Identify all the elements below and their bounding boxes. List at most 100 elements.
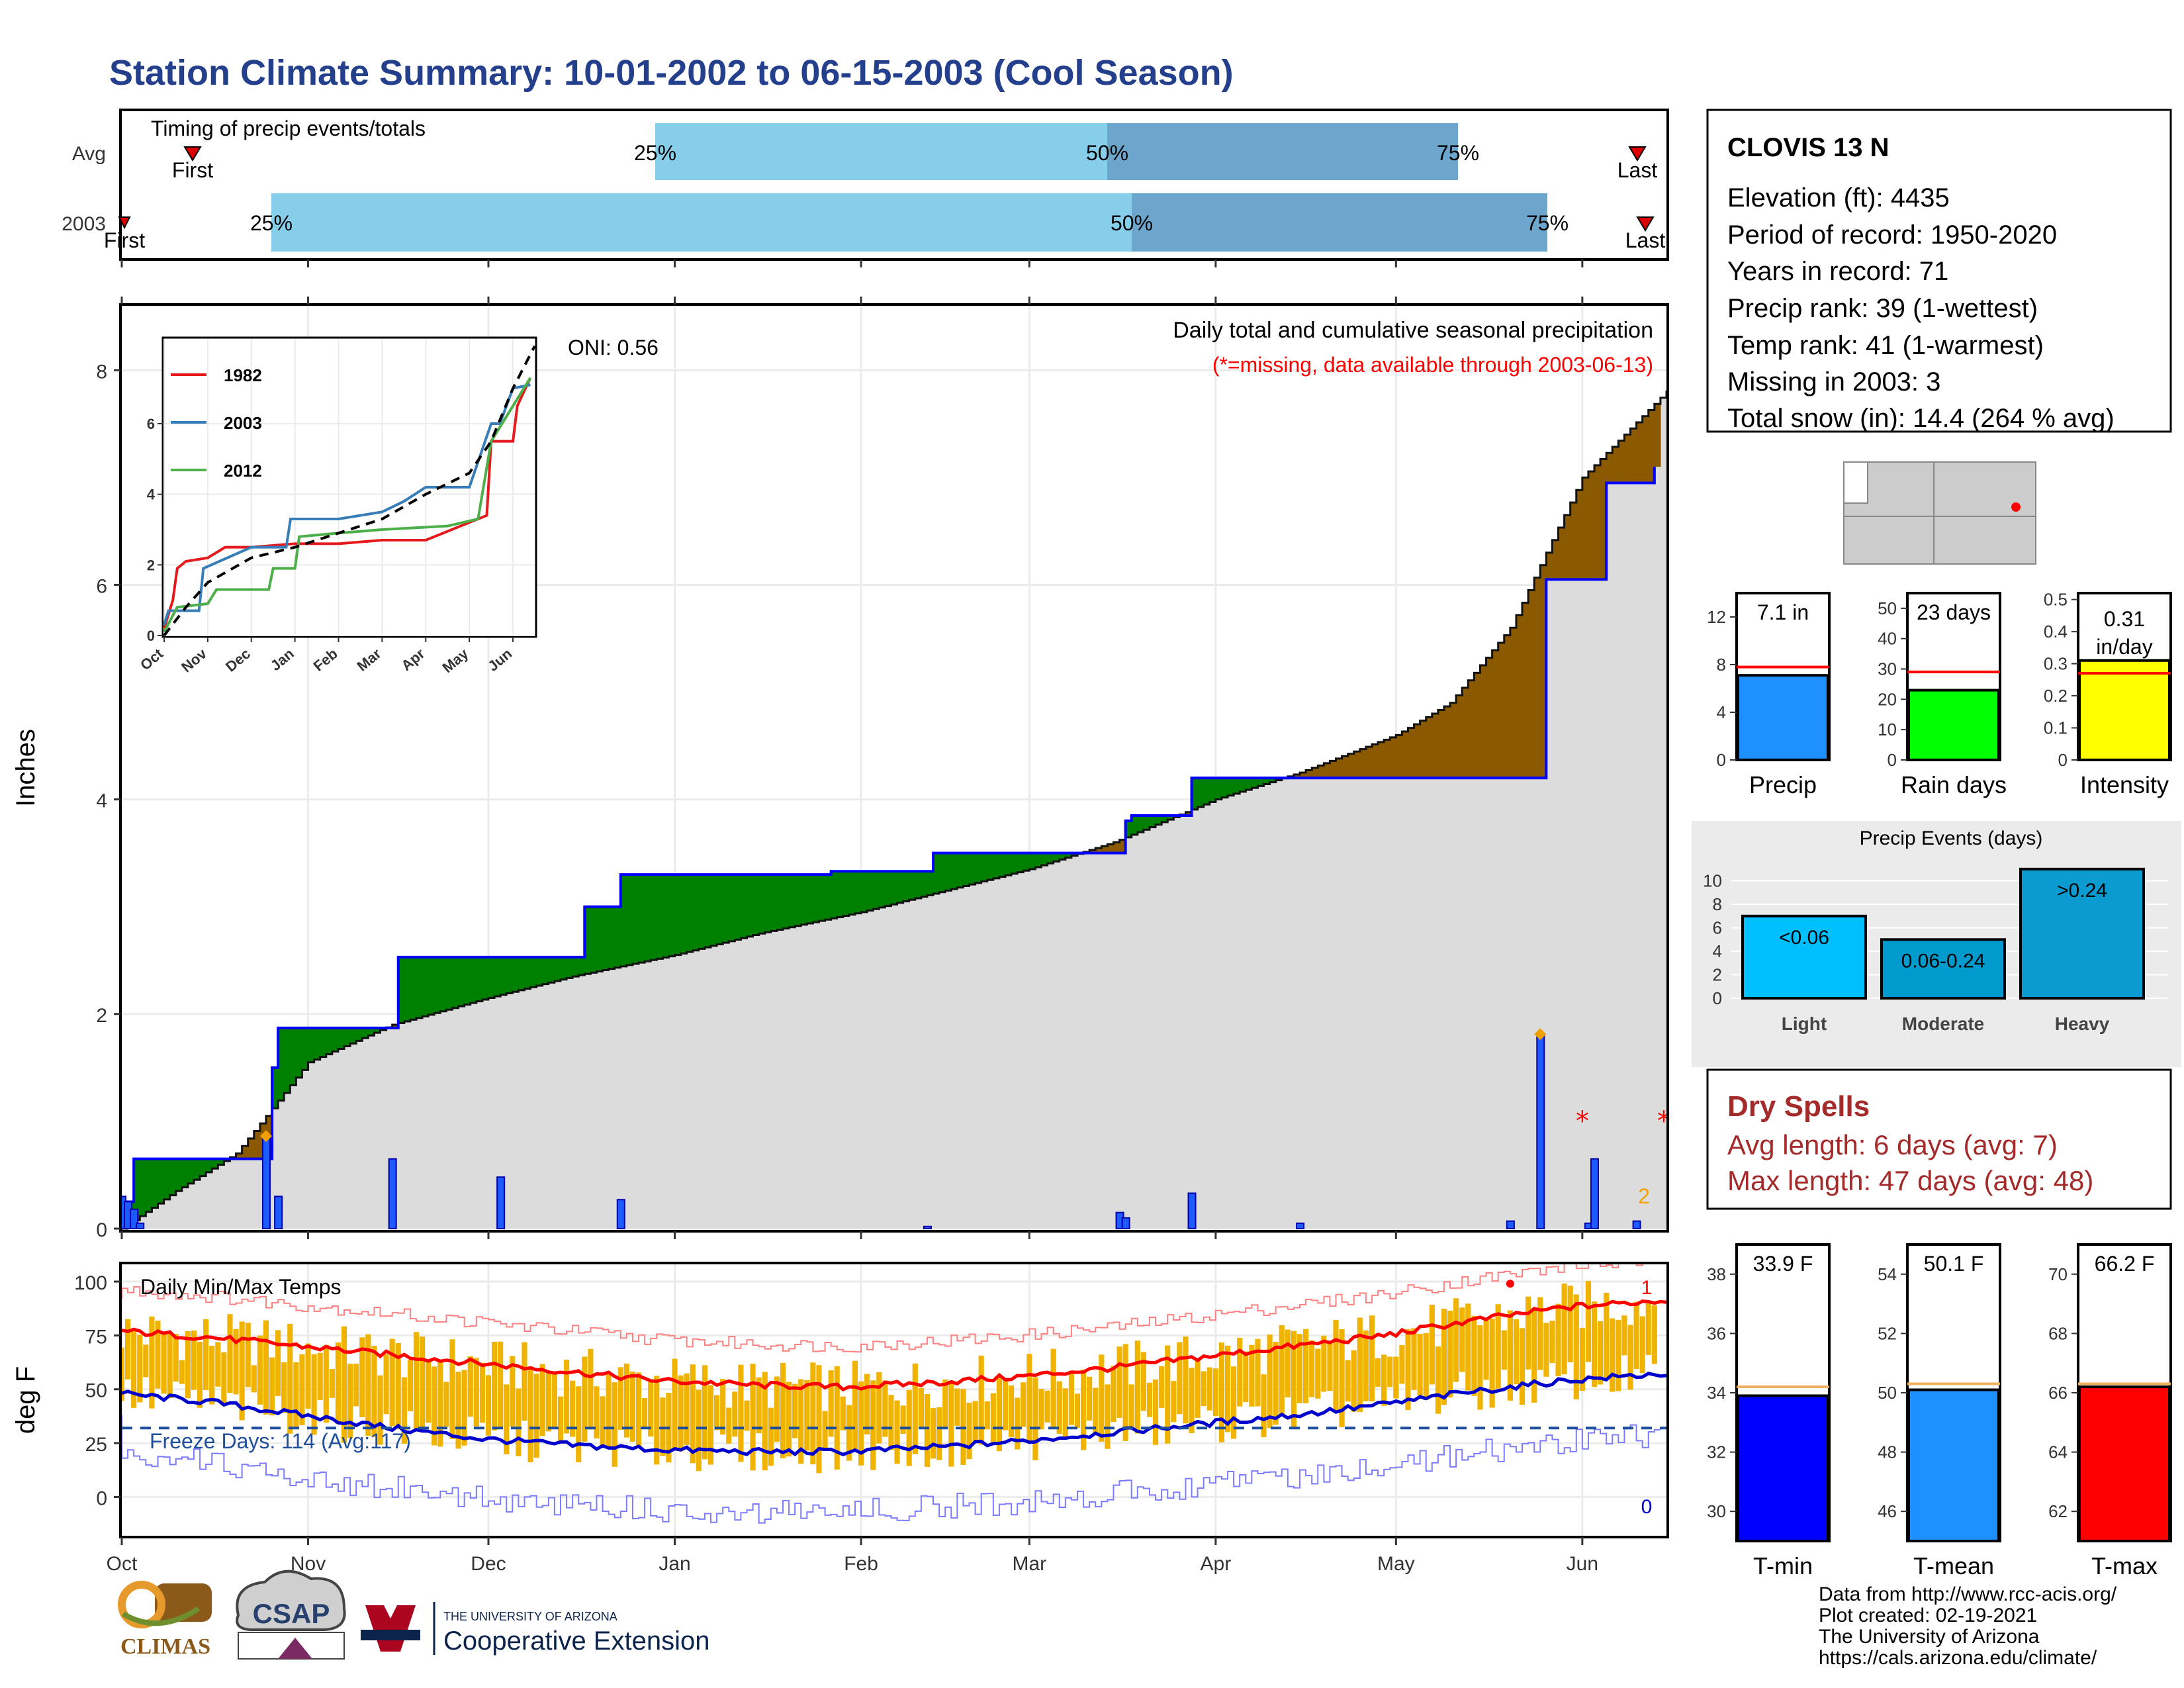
daily-temp-bar-214 xyxy=(1405,1329,1411,1411)
daily-temp-bar-148 xyxy=(1009,1385,1015,1438)
precip-anomaly-day-106 xyxy=(758,874,766,934)
daily-precip-bar-15 xyxy=(1536,1035,1545,1229)
timing-label: Timing of precip events/totals xyxy=(151,117,426,140)
daily-temp-bar-72 xyxy=(551,1372,557,1429)
daily-temp-bar-232 xyxy=(1513,1319,1520,1384)
timing-2003-bar-50-75 xyxy=(1132,193,1547,252)
daily-temp-bar-26 xyxy=(275,1330,281,1396)
inset-legend: 1982 2003 2012 xyxy=(171,365,262,481)
inset-series-line-2012 xyxy=(163,377,532,633)
daily-temp-bar-107 xyxy=(762,1372,768,1471)
daily-temp-bar-209 xyxy=(1375,1358,1381,1387)
timing-2003-last-marker xyxy=(1636,216,1655,232)
timing-2003-first-marker xyxy=(118,216,131,230)
precip-anomaly-day-55 xyxy=(452,957,459,1008)
events-ytick-label-0: 0 xyxy=(1713,988,1722,1008)
precip-ytick-label-0: 0 xyxy=(96,1219,107,1241)
precip-anomaly-day-105 xyxy=(752,874,760,935)
precip-anomaly-day-133 xyxy=(921,871,928,897)
timing-2003-p25: 25% xyxy=(250,211,293,235)
daily-temp-bar-46 xyxy=(395,1342,401,1429)
daily-temp-bar-147 xyxy=(1002,1378,1009,1430)
record-high-marker xyxy=(1506,1280,1514,1288)
daily-temp-bar-212 xyxy=(1393,1356,1399,1399)
timing-avg-p50: 50% xyxy=(1086,141,1128,165)
precip-anomaly-day-82 xyxy=(614,906,621,968)
psum-value-unit-intensity: in/day xyxy=(2096,635,2152,659)
precip-anomaly-day-95 xyxy=(692,874,700,951)
daily-temp-bar-199 xyxy=(1315,1348,1321,1399)
daily-temp-bar-117 xyxy=(822,1411,828,1450)
events-bar-moderate xyxy=(1880,938,2006,1000)
precip-anomaly-day-255 xyxy=(1654,404,1661,467)
daily-temp-bar-37 xyxy=(341,1326,347,1443)
precip-anomaly-day-124 xyxy=(867,871,874,911)
tsum-bar-t-min xyxy=(1737,1394,1829,1542)
precip-anomaly-day-182 xyxy=(1215,778,1222,800)
daily-temp-bar-67 xyxy=(522,1342,527,1421)
tsum-ytick-label-t-max-64: 64 xyxy=(2048,1442,2068,1462)
precip-anomaly-day-32 xyxy=(314,1027,321,1060)
precip-anomaly-day-128 xyxy=(891,871,898,905)
precip-anomaly-day-221 xyxy=(1450,702,1457,778)
daily-temp-bar-85 xyxy=(629,1371,636,1442)
tsum-value-label-t-mean: 50.1 F xyxy=(1924,1252,1984,1276)
precip-anomaly-day-126 xyxy=(879,871,886,908)
daily-precip-bar-11 xyxy=(1121,1217,1130,1229)
daily-temp-bar-1 xyxy=(124,1319,131,1380)
station-missing: Missing in 2003: 3 xyxy=(1727,367,1940,397)
daily-temp-bar-155 xyxy=(1050,1348,1056,1429)
daily-temp-bar-101 xyxy=(726,1407,732,1444)
precip-anomaly-day-127 xyxy=(885,871,892,906)
precip-ylabel: Inches xyxy=(11,729,40,807)
daily-temp-bar-116 xyxy=(816,1365,822,1474)
daily-temp-bar-132 xyxy=(912,1363,918,1454)
daily-temp-bar-251 xyxy=(1627,1325,1633,1390)
temp-ytick-label-50: 50 xyxy=(85,1380,107,1402)
daily-temp-bar-112 xyxy=(792,1383,798,1438)
month-tick-label-Jan: Jan xyxy=(659,1553,690,1575)
daily-temp-bar-164 xyxy=(1105,1384,1111,1449)
precip-anomaly-day-241 xyxy=(1570,502,1577,580)
inset-legend-label-1982: 1982 xyxy=(224,365,262,385)
daily-temp-bar-253 xyxy=(1639,1316,1645,1374)
daily-temp-bar-109 xyxy=(774,1376,780,1442)
precip-anomaly-day-217 xyxy=(1426,717,1433,778)
psum-ytick-label-rain-days-10: 10 xyxy=(1878,720,1897,739)
daily-temp-bar-93 xyxy=(678,1375,684,1452)
ua-logo-small-text: THE UNIVERSITY OF ARIZONA xyxy=(443,1610,617,1623)
timing-avg-first-marker xyxy=(183,146,202,162)
precip-anomaly-day-70 xyxy=(542,957,549,984)
precip-anomaly-day-138 xyxy=(951,853,958,890)
precip-anomaly-day-201 xyxy=(1330,761,1337,778)
precip-anomaly-day-240 xyxy=(1564,515,1571,580)
month-tick-label-Feb: Feb xyxy=(844,1553,878,1575)
daily-temp-bar-230 xyxy=(1501,1330,1507,1370)
daily-temp-bar-158 xyxy=(1068,1370,1074,1425)
precip-anomaly-day-247 xyxy=(1606,453,1613,483)
daily-temp-bar-189 xyxy=(1255,1338,1261,1407)
daily-temp-bar-191 xyxy=(1267,1335,1273,1429)
daily-temp-bar-77 xyxy=(582,1356,588,1442)
daily-precip-bar-13 xyxy=(1296,1222,1305,1230)
precip-anomaly-day-181 xyxy=(1209,778,1216,802)
tsum-ytick-label-t-max-62: 62 xyxy=(2048,1501,2068,1521)
precip-anomaly-day-141 xyxy=(969,853,976,885)
precip-anomaly-day-116 xyxy=(819,874,826,921)
credit-data-source: Data from http://www.rcc-acis.org/ xyxy=(1819,1583,2117,1605)
precip-anomaly-day-81 xyxy=(608,906,615,969)
precip-anomaly-day-173 xyxy=(1161,815,1168,822)
daily-temp-bar-196 xyxy=(1297,1334,1303,1403)
precip-events-title: Precip Events (days) xyxy=(1860,827,2043,849)
precip-anomaly-day-202 xyxy=(1336,758,1343,778)
precip-anomaly-day-183 xyxy=(1221,778,1228,798)
daily-temp-bar-229 xyxy=(1495,1304,1501,1389)
precip-anomaly-day-157 xyxy=(1065,853,1072,858)
precip-anomaly-day-233 xyxy=(1522,602,1529,778)
daily-temp-bar-255 xyxy=(1651,1305,1657,1364)
precip-anomaly-day-71 xyxy=(548,957,555,983)
precip-anomaly-day-100 xyxy=(723,874,729,943)
month-tick-label-Mar: Mar xyxy=(1013,1553,1047,1575)
avg-min-temp-line xyxy=(122,1372,1666,1457)
